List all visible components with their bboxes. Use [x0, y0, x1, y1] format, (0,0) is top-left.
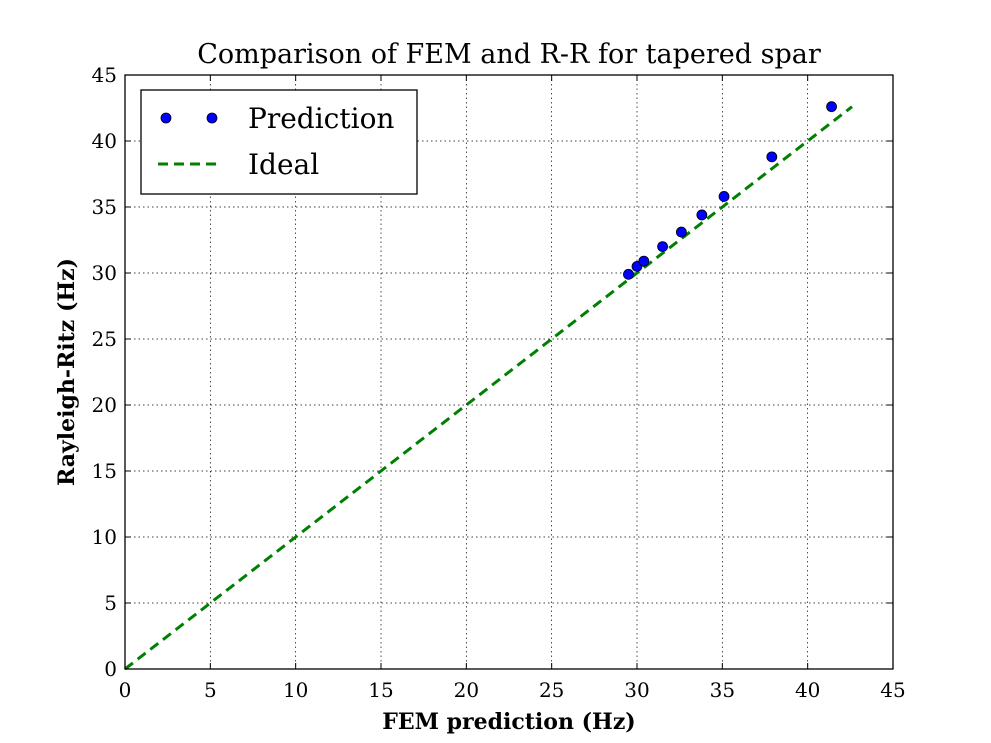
- prediction-point: [623, 268, 634, 280]
- y-tick-label: 35: [92, 195, 117, 219]
- prediction-point: [657, 241, 668, 253]
- axis-ticks: 0 5 10 15 20 25 30 35 40 45 0 5 10 15 20 25 30 35 40 45: [92, 63, 906, 702]
- legend-prediction-marker: [206, 112, 218, 124]
- prediction-point: [675, 226, 687, 238]
- y-axis-label: Rayleigh-Ritz (Hz): [54, 258, 80, 486]
- x-tick-label: 35: [710, 678, 735, 702]
- y-tick-label: 5: [104, 591, 117, 615]
- plot-frame: [124, 74, 894, 670]
- x-tick-label: 10: [283, 678, 308, 702]
- prediction-point: [766, 151, 778, 163]
- x-tick-label: 25: [539, 678, 564, 702]
- x-axis-label: FEM prediction (Hz): [382, 709, 635, 735]
- prediction-point: [638, 255, 650, 267]
- plot-series: [124, 101, 853, 671]
- x-tick-label: 45: [880, 678, 905, 702]
- x-tick-label: 0: [119, 678, 132, 702]
- y-tick-label: 45: [92, 63, 117, 87]
- x-tick-label: 15: [368, 678, 393, 702]
- chart-title: Comparison of FEM and R-R for tapered sp…: [197, 39, 821, 70]
- y-tick-label: 25: [92, 327, 117, 351]
- y-tick-label: 15: [92, 459, 117, 483]
- ideal-series-line: [124, 105, 853, 671]
- grid: [125, 75, 893, 669]
- legend-frame: [140, 89, 418, 195]
- y-tick-label: 10: [92, 525, 117, 549]
- legend-prediction-label: Prediction: [248, 102, 394, 135]
- x-tick-label: 30: [624, 678, 649, 702]
- x-tick-label: 5: [204, 678, 217, 702]
- y-tick-label: 30: [92, 261, 117, 285]
- x-tick-label: 40: [795, 678, 820, 702]
- y-tick-label: 40: [92, 129, 117, 153]
- y-tick-label: 0: [104, 657, 117, 681]
- prediction-point: [826, 101, 837, 113]
- legend-prediction-marker: [160, 112, 172, 124]
- prediction-point: [718, 191, 730, 202]
- legend: Prediction Ideal: [140, 89, 418, 195]
- prediction-point: [696, 209, 708, 221]
- legend-ideal-label: Ideal: [248, 148, 319, 181]
- x-tick-label: 20: [454, 678, 479, 702]
- y-tick-label: 20: [92, 393, 117, 417]
